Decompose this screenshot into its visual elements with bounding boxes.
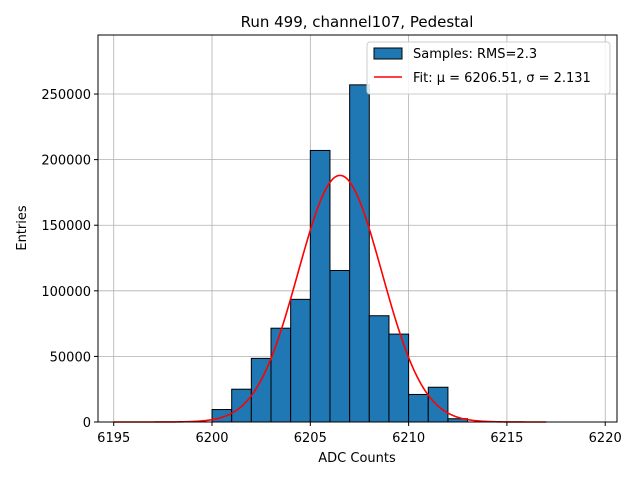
x-tick-label: 6210 bbox=[392, 431, 425, 446]
legend-box bbox=[366, 41, 611, 95]
legend: Samples: RMS=2.3 Fit: μ = 6206.51, σ = 2… bbox=[366, 41, 611, 95]
y-tick-label: 50000 bbox=[50, 350, 91, 365]
histogram-bar bbox=[270, 327, 292, 423]
histogram-bar bbox=[290, 298, 311, 423]
y-tick-label: 0 bbox=[83, 416, 91, 431]
x-axis-label: ADC Counts bbox=[318, 451, 396, 466]
histogram-bar bbox=[368, 315, 390, 423]
histogram-bar bbox=[329, 269, 351, 423]
plot-frame bbox=[97, 34, 618, 423]
x-axis-ticks: 6195 6200 6205 6210 6215 6220 bbox=[97, 422, 622, 446]
x-tick-label: 6215 bbox=[490, 431, 523, 446]
x-tick-label: 6195 bbox=[97, 431, 130, 446]
legend-label-samples: Samples: RMS=2.3 bbox=[413, 47, 537, 62]
y-tick-label: 150000 bbox=[41, 219, 91, 234]
y-tick-label: 250000 bbox=[41, 88, 91, 103]
y-tick-label: 200000 bbox=[41, 154, 91, 169]
histogram-bar bbox=[427, 386, 449, 423]
histogram-bar bbox=[408, 393, 429, 423]
histogram-bar bbox=[349, 84, 370, 423]
x-tick-label: 6220 bbox=[589, 431, 622, 446]
legend-label-fit: Fit: μ = 6206.51, σ = 2.131 bbox=[413, 71, 591, 86]
histogram-bar bbox=[211, 409, 233, 423]
y-axis-label: Entries bbox=[15, 205, 30, 251]
x-tick-label: 6205 bbox=[294, 431, 327, 446]
y-axis-ticks: 0 50000 100000 150000 200000 250000 bbox=[41, 88, 98, 431]
chart-title: Run 499, channel107, Pedestal bbox=[241, 13, 474, 31]
histogram-bar bbox=[309, 149, 331, 423]
y-tick-label: 100000 bbox=[41, 285, 91, 300]
histogram-bar bbox=[388, 333, 410, 423]
x-tick-label: 6200 bbox=[195, 431, 228, 446]
legend-swatch-samples bbox=[373, 47, 403, 60]
